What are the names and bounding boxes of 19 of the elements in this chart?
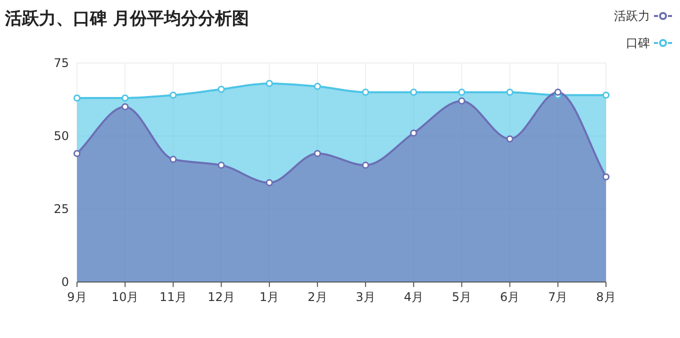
x-tick-label: 5月 bbox=[452, 290, 472, 304]
chart-title: 活跃力、口碑 月份平均分分析图 bbox=[4, 9, 249, 29]
x-tick-label: 10月 bbox=[111, 290, 139, 304]
x-tick-label: 6月 bbox=[500, 290, 520, 304]
x-tick-label: 3月 bbox=[356, 290, 376, 304]
x-tick-label: 4月 bbox=[404, 290, 424, 304]
x-tick-label: 12月 bbox=[208, 290, 235, 304]
y-tick-label: 0 bbox=[61, 275, 69, 289]
y-tick-label: 25 bbox=[54, 202, 69, 216]
legend-label: 活跃力 bbox=[614, 9, 650, 23]
x-tick-label: 8月 bbox=[596, 290, 616, 304]
x-tick-label: 1月 bbox=[260, 290, 280, 304]
x-tick-label: 9月 bbox=[67, 290, 87, 304]
x-tick-label: 11月 bbox=[160, 290, 187, 304]
x-tick-label: 7月 bbox=[548, 290, 568, 304]
legend-label: 口碑 bbox=[626, 36, 650, 50]
y-tick-label: 50 bbox=[54, 129, 69, 143]
x-tick-label: 2月 bbox=[308, 290, 328, 304]
y-tick-label: 75 bbox=[54, 56, 69, 70]
